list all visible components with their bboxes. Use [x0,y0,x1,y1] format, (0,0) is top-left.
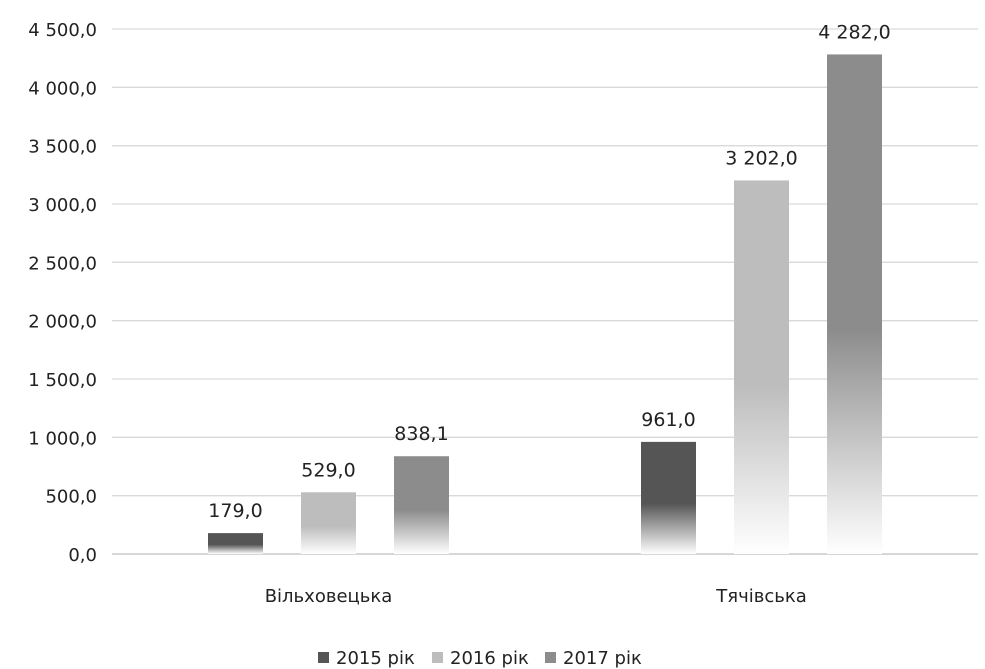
gridlines [112,28,978,555]
y-tick-label: 500,0 [45,487,97,508]
legend-swatch [432,652,443,663]
y-tick-label: 0,0 [68,545,97,566]
bar [641,441,696,554]
legend-swatch [318,652,329,663]
legend: 2015 рік 2016 рік 2017 рік [318,648,642,669]
y-tick-label: 4 000,0 [28,78,97,99]
legend-swatch [545,652,556,663]
y-tick-label: 4 500,0 [28,20,97,41]
y-tick-label: 2 000,0 [28,312,97,333]
y-tick-label: 2 500,0 [28,253,97,274]
y-tick-label: 1 500,0 [28,370,97,391]
y-tick-label: 3 000,0 [28,195,97,216]
category-label: Тячівська [715,586,806,607]
data-label: 3 202,0 [725,147,798,169]
bars [208,54,882,554]
data-labels: 179,0 529,0 838,1 961,0 3 202,0 4 282,0 [208,21,890,522]
bar [734,180,789,554]
y-tick-label: 1 000,0 [28,428,97,449]
data-label: 179,0 [208,500,262,522]
x-axis-category-labels: Вільховецька Тячівська [265,586,807,607]
data-label: 4 282,0 [818,21,891,43]
legend-label: 2017 рік [563,648,642,669]
bar [208,533,263,554]
data-label: 838,1 [394,423,448,445]
y-axis-tick-labels: 0,0 500,0 1 000,0 1 500,0 2 000,0 2 500,0 3 00… [28,20,97,566]
data-label: 529,0 [301,459,355,481]
legend-label: 2016 рік [450,648,529,669]
bar [301,492,356,554]
category-label: Вільховецька [265,586,393,607]
bar [394,456,449,554]
y-tick-label: 3 500,0 [28,137,97,158]
data-label: 961,0 [641,409,695,431]
bar [827,54,882,554]
legend-label: 2015 рік [336,648,415,669]
